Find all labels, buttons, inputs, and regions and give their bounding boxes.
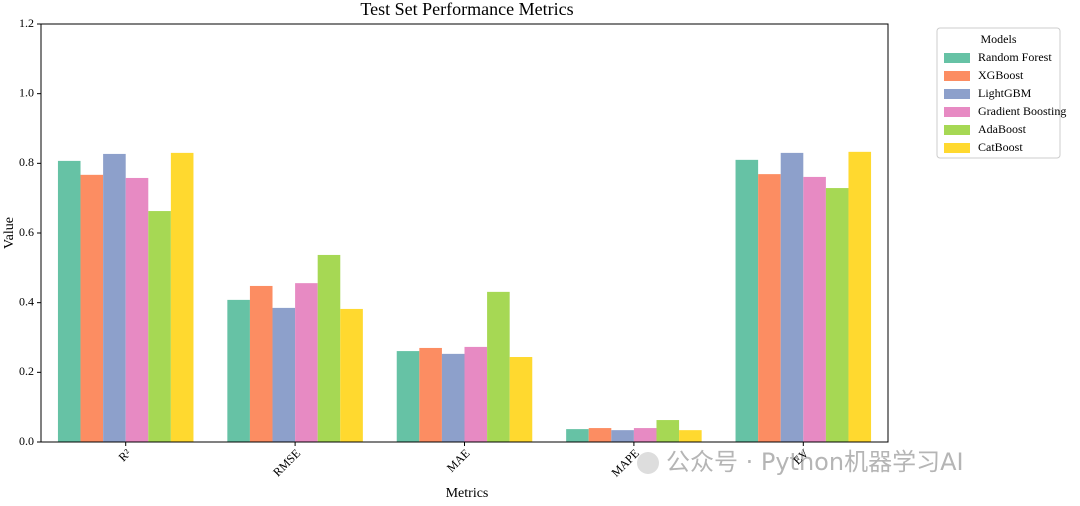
bar [487, 291, 510, 442]
y-tick-label: 0.4 [19, 294, 34, 308]
bar [803, 176, 826, 442]
bar [780, 152, 804, 442]
y-tick-label: 0.8 [19, 155, 34, 169]
bar [396, 351, 420, 442]
bar [825, 188, 849, 442]
watermark: 公众号 · Python机器学习AI [637, 448, 964, 476]
chart-title: Test Set Performance Metrics [360, 0, 573, 19]
bar [633, 428, 657, 442]
bar [317, 254, 341, 442]
bar [611, 430, 634, 442]
bar [148, 211, 171, 442]
bar [848, 151, 872, 443]
plot-frame [40, 23, 889, 443]
y-tick-label: 1.0 [19, 85, 34, 99]
legend-swatch [944, 143, 970, 153]
bar [679, 430, 702, 442]
bar [170, 152, 194, 442]
y-tick-label: 0.6 [19, 225, 34, 239]
bar [295, 283, 318, 442]
bar [57, 160, 81, 442]
bar [249, 285, 273, 442]
bar [735, 159, 759, 442]
y-axis-label: Value [2, 217, 17, 249]
bar [441, 353, 465, 442]
bar [125, 177, 149, 443]
bar [103, 153, 126, 442]
legend-swatch [944, 71, 970, 81]
bar [656, 420, 680, 442]
bar [340, 308, 363, 442]
bar [566, 429, 589, 442]
x-tick-label: MAPE [608, 446, 641, 479]
legend-label: Gradient Boosting [978, 104, 1066, 118]
watermark-icon [637, 452, 659, 474]
bar [509, 357, 533, 442]
legend-title: Models [981, 32, 1017, 46]
watermark-text: 公众号 · Python机器学习AI [666, 448, 964, 476]
x-tick-label: RMSE [270, 446, 303, 479]
bar [464, 346, 488, 442]
x-tick-label: MAE [444, 446, 473, 475]
legend-label: LightGBM [978, 86, 1032, 100]
bar [272, 307, 296, 442]
legend-label: CatBoost [978, 140, 1023, 154]
legend-swatch [944, 89, 970, 99]
bar [758, 174, 781, 443]
legend-label: XGBoost [978, 68, 1024, 82]
legend-swatch [944, 125, 970, 135]
legend-swatch [944, 53, 970, 63]
legend-label: Random Forest [978, 50, 1052, 64]
bar [227, 299, 250, 442]
legend-swatch [944, 107, 970, 117]
y-tick-label: 0.0 [19, 434, 34, 448]
bar [588, 428, 612, 442]
x-tick-label: R² [116, 446, 134, 464]
legend-label: AdaBoost [978, 122, 1027, 136]
bar [419, 347, 442, 442]
y-tick-label: 0.2 [19, 364, 34, 378]
x-axis-label: Metrics [446, 486, 489, 501]
bar [80, 174, 104, 442]
y-tick-label: 1.2 [19, 16, 34, 30]
